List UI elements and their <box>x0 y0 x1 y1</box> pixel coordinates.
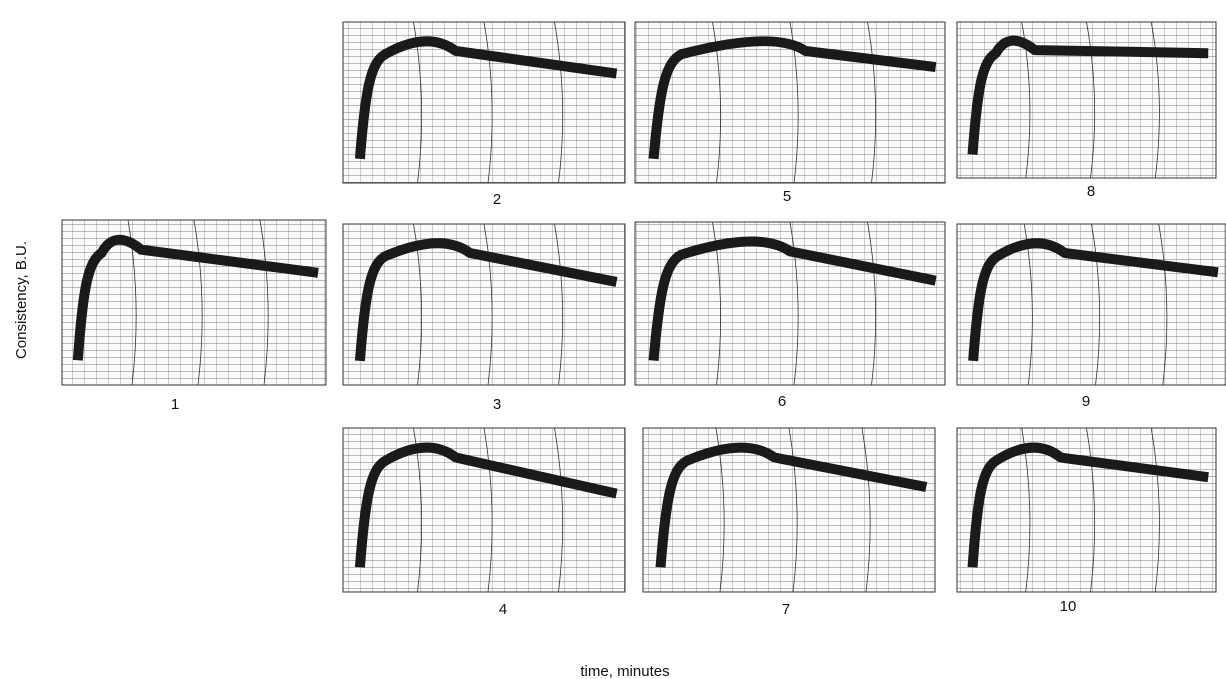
x-axis-label: time, minutes <box>580 663 669 679</box>
arc-line <box>1091 223 1101 386</box>
chart-panel: 2 <box>342 21 626 208</box>
arc-line <box>712 21 722 184</box>
panel-label: 10 <box>1060 598 1077 615</box>
chart-panel: 3 <box>342 223 626 413</box>
arc-line <box>867 221 877 386</box>
consistency-trace <box>967 442 1209 568</box>
panel-label: 7 <box>782 601 790 618</box>
arc-line <box>788 427 798 593</box>
arc-line <box>1158 223 1168 386</box>
arc-line <box>483 223 493 386</box>
panel-label: 3 <box>493 396 501 413</box>
arc-line <box>259 219 269 386</box>
arc-line <box>1150 427 1160 593</box>
arc-line <box>1086 427 1096 593</box>
chart-paper <box>342 21 626 184</box>
panel-label: 5 <box>783 188 791 205</box>
arc-line <box>483 21 493 184</box>
chart-panel: 10 <box>956 427 1217 615</box>
y-axis-label: Consistency, B.U. <box>13 241 30 359</box>
consistency-trace <box>72 234 319 361</box>
chart-panel: 5 <box>634 21 946 205</box>
chart-panel: 4 <box>342 427 626 618</box>
chart-panel: 1 <box>61 219 327 413</box>
arc-line <box>867 21 877 184</box>
consistency-trace <box>354 442 618 568</box>
consistency-trace <box>354 238 618 362</box>
arc-line <box>1150 21 1160 179</box>
chart-panel: 6 <box>634 221 946 410</box>
panel-label: 1 <box>171 396 179 413</box>
arc-line <box>193 219 203 386</box>
consistency-trace <box>648 36 937 160</box>
chart-paper <box>342 223 626 386</box>
consistency-trace <box>648 236 937 361</box>
chart-panel: 8 <box>956 21 1217 200</box>
chart-paper <box>956 427 1217 593</box>
arc-line <box>789 221 799 386</box>
chart-paper <box>342 427 626 593</box>
arc-line <box>483 427 493 593</box>
consistency-trace <box>967 35 1209 155</box>
arc-line <box>554 21 564 184</box>
arc-line <box>554 427 564 593</box>
panel-label: 9 <box>1082 393 1090 410</box>
consistency-trace <box>655 442 928 568</box>
arc-line <box>861 427 871 593</box>
panel-label: 6 <box>778 393 786 410</box>
chart-panel: 7 <box>642 427 936 618</box>
arc-line <box>554 223 564 386</box>
consistency-trace <box>354 36 618 160</box>
chart-paper <box>642 427 936 593</box>
panel-label: 2 <box>493 191 501 208</box>
arc-line <box>1086 21 1096 179</box>
consistency-trace <box>968 238 1219 362</box>
panel-label: 8 <box>1087 183 1095 200</box>
chart-panel: 9 <box>956 223 1226 410</box>
panels: 1 2 3 4 5 6 7 8 9 10 <box>61 21 1226 618</box>
chart-paper <box>956 223 1226 386</box>
panel-label: 4 <box>499 601 507 618</box>
